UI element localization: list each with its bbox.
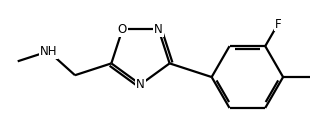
Text: N: N (136, 78, 145, 91)
Text: N: N (154, 23, 163, 36)
Text: F: F (275, 18, 281, 30)
Text: NH: NH (40, 45, 57, 58)
Text: O: O (118, 23, 127, 36)
